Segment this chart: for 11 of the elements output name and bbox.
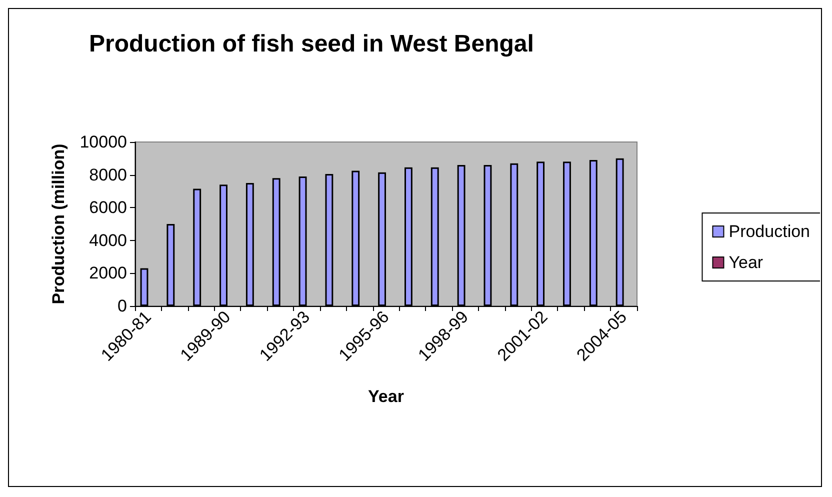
y-tick-label: 10000 — [80, 132, 127, 152]
y-tick-label: 0 — [118, 296, 127, 316]
legend-label: Production — [728, 222, 810, 241]
x-axis-title: Year — [368, 387, 404, 406]
y-axis-title: Production (million) — [49, 144, 68, 304]
y-tick-label: 6000 — [89, 198, 127, 218]
y-tick-label: 4000 — [89, 230, 127, 250]
y-tick-label: 8000 — [89, 165, 127, 184]
y-tick-label: 2000 — [89, 264, 127, 283]
chart-title: Production of fish seed in West Bengal — [89, 30, 534, 58]
legend-label: Year — [728, 253, 764, 272]
